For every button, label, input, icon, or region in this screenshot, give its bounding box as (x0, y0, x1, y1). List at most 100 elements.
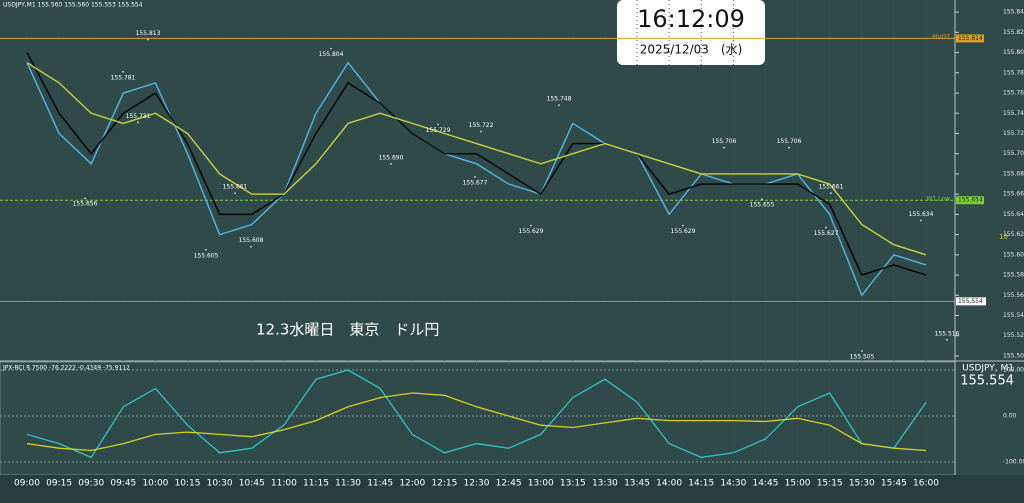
annotation-label: 155.661 (819, 184, 844, 191)
x-tick-label: 11:30 (335, 479, 361, 489)
annotation-point (84, 197, 86, 200)
annotation-label: 155.505 (850, 353, 875, 360)
x-tick-label: 12:30 (464, 479, 490, 489)
annotation-label: 155.627 (814, 230, 839, 237)
y-tick-label: 100.00 (1003, 367, 1024, 374)
side-label: 10 (999, 233, 1008, 241)
y-tick-label: 155.680 (1003, 170, 1024, 177)
annotation-label: 155.661 (223, 184, 248, 191)
x-tick-label: 15:30 (849, 479, 875, 489)
annotation-label: 155.731 (126, 113, 151, 120)
level-label: W1 Low (927, 196, 951, 203)
x-tick-label: 11:45 (367, 479, 393, 489)
x-tick-label: 15:45 (881, 479, 907, 489)
x-tick-label: 12:15 (431, 479, 457, 489)
series-line (26, 61, 927, 297)
x-tick-label: 12:00 (399, 479, 425, 489)
annotation-label: 155.706 (777, 138, 802, 145)
level-value: 155.654 (958, 197, 983, 204)
y-tick-label: 155.780 (1003, 69, 1024, 76)
clock-box (617, 0, 765, 65)
x-tick-label: 09:30 (78, 479, 104, 489)
annotation-point (122, 70, 124, 73)
level-tag (956, 34, 984, 43)
y-tick-label: 155.620 (1003, 231, 1024, 238)
y-tick-label: -100.00 (1003, 459, 1024, 466)
y-tick-label: 155.520 (1003, 332, 1024, 339)
annotation-point (788, 146, 790, 149)
annotation-label: 155.781 (111, 74, 136, 81)
y-tick-label: 155.840 (1003, 9, 1024, 16)
chart-title: 12.3水曜日 東京 ドル円 (256, 321, 439, 339)
x-tick-label: 13:30 (592, 479, 618, 489)
annotation-label: 155.722 (469, 122, 494, 129)
oscillator-panel (0, 361, 956, 476)
x-tick-label: 15:15 (817, 479, 843, 489)
x-tick-label: 15:00 (785, 479, 811, 489)
annotation-point (250, 245, 252, 248)
x-tick-label: 12:45 (496, 479, 522, 489)
y-tick-label: 155.820 (1003, 29, 1024, 36)
y-tick-label: 155.740 (1003, 110, 1024, 117)
x-tick-label: 09:00 (14, 479, 40, 489)
annotation-label: 155.690 (379, 154, 404, 161)
annotation-label: 155.655 (750, 202, 775, 209)
annotation-point (205, 248, 207, 251)
x-tick-label: 09:45 (110, 479, 136, 489)
x-tick-label: 10:30 (207, 479, 233, 489)
series-line (26, 369, 927, 459)
y-tick-label: 155.760 (1003, 90, 1024, 97)
y-tick-label: 155.660 (1003, 191, 1024, 198)
x-tick-label: 10:45 (239, 479, 265, 489)
price-tag (956, 297, 986, 306)
annotation-point (437, 123, 439, 126)
y-tick-label: 155.640 (1003, 211, 1024, 218)
oscillator-symbol: USDJPY, M1 (962, 364, 1014, 374)
x-tick-label: 11:00 (271, 479, 297, 489)
annotation-point (825, 226, 827, 229)
x-tick-label: 14:15 (688, 479, 714, 489)
annotation-point (723, 146, 725, 149)
annotation-point (234, 192, 236, 194)
clock: 16:12:09 2025/12/03 (水) (617, 0, 765, 65)
y-tick-label: 155.500 (1003, 352, 1024, 359)
annotation-label: 155.608 (239, 237, 264, 244)
annotation-point (861, 350, 863, 352)
annotation-label: 155.729 (426, 127, 451, 134)
x-tick-label: 14:00 (656, 479, 682, 489)
y-tick-label: 155.800 (1003, 49, 1024, 56)
time-axis (0, 475, 1024, 503)
annotation-label: 155.813 (136, 30, 161, 37)
annotation-label: 155.605 (194, 252, 219, 259)
oscillator-title: JPX-RCI 8.7500 -76.2222 -0.4249 -75.9112 (2, 365, 130, 372)
annotation-label: 155.748 (547, 96, 572, 103)
series-line (26, 62, 927, 256)
annotation-point (147, 38, 149, 41)
y-tick-label: 155.560 (1003, 292, 1024, 299)
current-price: 155.554 (958, 298, 983, 305)
clock-date: 2025/12/03 (水) (640, 43, 743, 57)
annotation-point (682, 224, 684, 227)
annotation-label: 155.629 (671, 228, 696, 235)
annotation-label: 155.629 (519, 228, 544, 235)
annotation-point (946, 338, 948, 341)
annotation-label: 155.804 (319, 51, 344, 58)
x-tick-label: 09:15 (46, 479, 72, 489)
annotation-label: 155.656 (73, 201, 98, 208)
annotation-point (480, 130, 482, 133)
annotation-point (558, 104, 560, 106)
annotation-label: 155.706 (712, 138, 737, 145)
annotation-point (830, 192, 832, 194)
y-tick-label: 155.540 (1003, 312, 1024, 319)
clock-time: 16:12:09 (637, 5, 745, 33)
level-label: PIVOT (932, 34, 950, 41)
x-tick-label: 11:15 (303, 479, 329, 489)
y-tick-label: 0.00 (1003, 413, 1017, 420)
y-tick-label: 155.700 (1003, 150, 1024, 157)
annotation-point (530, 224, 532, 227)
annotation-point (761, 198, 763, 201)
x-tick-label: 13:00 (528, 479, 554, 489)
x-tick-label: 10:15 (175, 479, 201, 489)
